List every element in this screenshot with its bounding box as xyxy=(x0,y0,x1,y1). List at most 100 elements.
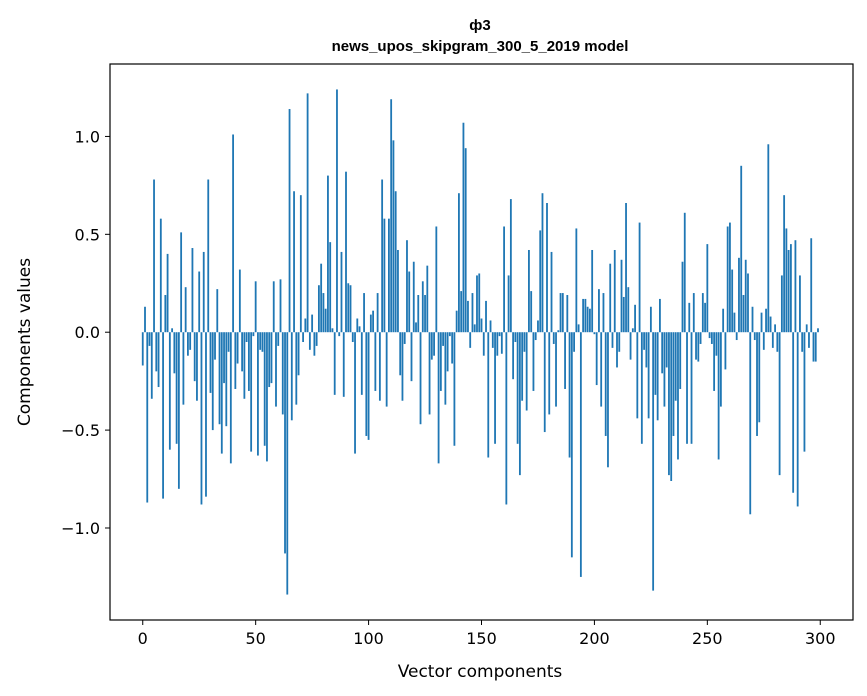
y-axis-label: Components values xyxy=(15,258,35,426)
bar xyxy=(415,322,417,333)
bar xyxy=(473,324,476,333)
bar xyxy=(232,134,234,333)
bar xyxy=(512,332,515,380)
bar xyxy=(518,332,521,476)
bar xyxy=(306,93,309,333)
bar xyxy=(792,332,795,493)
bar xyxy=(225,332,228,427)
bar xyxy=(455,310,458,333)
bar xyxy=(503,226,505,333)
bar xyxy=(649,306,652,333)
bar xyxy=(388,218,390,333)
bar xyxy=(394,191,397,333)
bar xyxy=(742,295,745,333)
bar xyxy=(514,332,517,342)
bar xyxy=(532,332,535,391)
bar xyxy=(378,332,381,401)
bar xyxy=(724,332,727,370)
bar xyxy=(505,332,508,505)
bar xyxy=(573,332,575,352)
bar xyxy=(433,332,435,356)
bar xyxy=(462,122,465,333)
bar xyxy=(245,332,248,342)
bar xyxy=(467,300,469,333)
bar xyxy=(406,240,408,333)
bar xyxy=(595,332,598,386)
x-axis-label: Vector components xyxy=(398,662,563,682)
bar xyxy=(218,332,221,425)
bar xyxy=(591,249,594,333)
bar xyxy=(589,308,591,333)
bar xyxy=(494,332,496,444)
bar xyxy=(740,165,743,333)
bar xyxy=(148,332,151,346)
chart-title-symbol: ф3 xyxy=(469,17,490,34)
bar xyxy=(744,259,747,333)
bar xyxy=(153,179,155,333)
bar xyxy=(489,320,492,333)
bar xyxy=(810,238,813,333)
bar xyxy=(227,332,230,352)
bar xyxy=(297,332,300,376)
bar xyxy=(695,332,697,360)
bar xyxy=(697,332,700,362)
bar xyxy=(530,291,533,333)
bar xyxy=(683,212,686,333)
bar xyxy=(198,271,201,333)
x-tick-label: 150 xyxy=(466,629,497,648)
bar xyxy=(674,332,677,401)
x-tick-label: 100 xyxy=(353,629,384,648)
bar xyxy=(263,332,266,446)
bar xyxy=(686,332,688,444)
bar xyxy=(559,293,562,333)
bar xyxy=(385,332,388,407)
bar xyxy=(439,332,442,391)
bar xyxy=(428,332,431,415)
bar xyxy=(785,228,788,333)
bar xyxy=(383,218,386,333)
bar xyxy=(498,332,501,337)
bar xyxy=(582,298,585,333)
bar xyxy=(756,332,758,436)
bar xyxy=(482,332,485,356)
bar xyxy=(313,332,316,356)
bar xyxy=(643,332,646,350)
bar xyxy=(342,332,345,397)
bar xyxy=(627,287,630,333)
bar xyxy=(690,332,693,444)
bar xyxy=(279,279,282,333)
bar xyxy=(652,332,655,591)
x-tick-label: 50 xyxy=(245,629,265,648)
y-tick-label: 1.0 xyxy=(75,127,100,146)
bar xyxy=(729,222,731,333)
bar xyxy=(699,332,702,344)
bar xyxy=(184,287,187,333)
bar xyxy=(485,300,487,333)
bar xyxy=(668,332,670,476)
bar xyxy=(435,226,438,333)
bar xyxy=(275,332,277,407)
bar xyxy=(238,269,241,333)
bar xyxy=(270,332,273,384)
bar xyxy=(801,332,804,352)
bar xyxy=(397,249,399,333)
bar xyxy=(747,273,749,333)
bar xyxy=(521,332,524,401)
bar xyxy=(211,332,214,431)
bar xyxy=(620,259,623,333)
bar xyxy=(374,332,377,391)
bar xyxy=(340,251,343,333)
bar xyxy=(150,332,153,399)
bar xyxy=(157,332,160,388)
bar xyxy=(159,218,162,333)
x-tick-label: 200 xyxy=(579,629,610,648)
bar xyxy=(771,332,774,348)
bar xyxy=(566,295,569,333)
chart-title: news_upos_skipgram_300_5_2019 model xyxy=(332,38,629,55)
bar xyxy=(356,318,359,333)
bar xyxy=(187,332,189,356)
bar xyxy=(774,324,776,333)
bar xyxy=(437,332,440,464)
bar xyxy=(458,193,460,333)
bar xyxy=(471,293,474,333)
